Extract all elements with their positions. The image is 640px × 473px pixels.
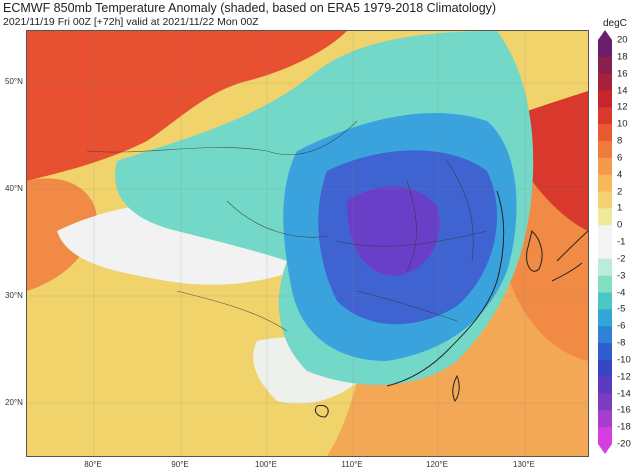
colorbar [598,30,612,454]
colorbar-tick-label: 12 [617,101,628,113]
colorbar-tick-label: 2 [617,186,623,197]
colorbar-tick-label: -3 [617,270,626,282]
map-subtitle: 2021/11/19 Fri 00Z [+72h] valid at 2021/… [3,16,259,28]
taiwan-outline [452,374,460,402]
colorbar-tick-label: -8 [617,337,626,349]
lon-label-130e: 130°E [513,460,535,469]
colorbar-tick-label: 18 [617,51,628,63]
colorbar-tick-label: -16 [617,404,631,416]
colorbar-segment [598,376,612,394]
colorbar-tick-label: 20 [617,34,628,46]
colorbar-tick-label: -12 [617,371,631,383]
korea-outline [526,230,543,272]
colorbar-bottom-extension [598,444,612,454]
colorbar-segment [598,343,612,361]
colorbar-tick-label: -14 [617,388,631,399]
lat-label-20n: 20°N [5,398,23,407]
colorbar-segment [598,191,612,209]
colorbar-segment [598,292,612,310]
colorbar-segment [598,242,612,260]
lat-label-50n: 50°N [5,77,23,86]
lat-label-40n: 40°N [5,184,23,193]
lon-label-110e: 110°E [341,460,363,469]
colorbar-tick-label: 1 [617,202,623,214]
colorbar-tick-label: -6 [617,320,626,332]
colorbar-segment [598,208,612,226]
colorbar-segment [598,141,612,159]
hainan-outline [314,404,329,418]
colorbar-tick-label: 10 [617,118,628,130]
map-region-cold-core [347,186,440,276]
colorbar-segment [598,309,612,327]
colorbar-segment [598,40,612,58]
colorbar-segment [598,124,612,142]
colorbar-tick-label: 0 [617,219,623,231]
border-lines [86,120,488,332]
colorbar-segment [598,107,612,125]
colorbar-segment [598,427,612,445]
colorbar-tick-label: 4 [617,169,623,181]
anomaly-map-svg [27,31,588,456]
colorbar-segment [598,174,612,192]
colorbar-segment [598,73,612,91]
colorbar-unit: degC [603,18,627,29]
anomaly-map [26,30,589,457]
coastline [386,190,505,387]
colorbar-tick-label: -10 [617,354,631,366]
graticule [27,31,588,456]
lon-label-120e: 120°E [426,460,448,469]
japan-outline [551,230,588,282]
colorbar-top-extension [598,30,612,40]
colorbar-segment [598,258,612,277]
colorbar-tick-label: -1 [617,236,626,248]
colorbar-tick-label: 6 [617,152,623,164]
colorbar-tick-label: 14 [617,85,628,96]
colorbar-tick-label: -18 [617,421,631,433]
colorbar-segment [598,410,612,428]
colorbar-tick-label: -2 [617,253,626,265]
map-title: ECMWF 850mb Temperature Anomaly (shaded,… [3,1,497,15]
colorbar-tick-label: -20 [617,438,631,450]
colorbar-tick-label: 8 [617,135,623,147]
lat-label-30n: 30°N [5,291,23,300]
colorbar-segment [598,359,612,378]
colorbar-segment [598,90,612,108]
lon-label-100e: 100°E [255,460,277,469]
colorbar-segment [598,56,612,75]
colorbar-tick-label: 16 [617,68,628,80]
map-region-warm-northeast [521,91,588,231]
colorbar-tick-label: -5 [617,303,626,315]
colorbar-segment [598,275,612,293]
colorbar-tick-label: -4 [617,287,626,298]
colorbar-segment [598,326,612,344]
colorbar-segment [598,157,612,176]
colorbar-segment [598,225,612,243]
lon-label-80e: 80°E [84,460,102,469]
lon-label-90e: 90°E [171,460,189,469]
colorbar-segment [598,393,612,411]
